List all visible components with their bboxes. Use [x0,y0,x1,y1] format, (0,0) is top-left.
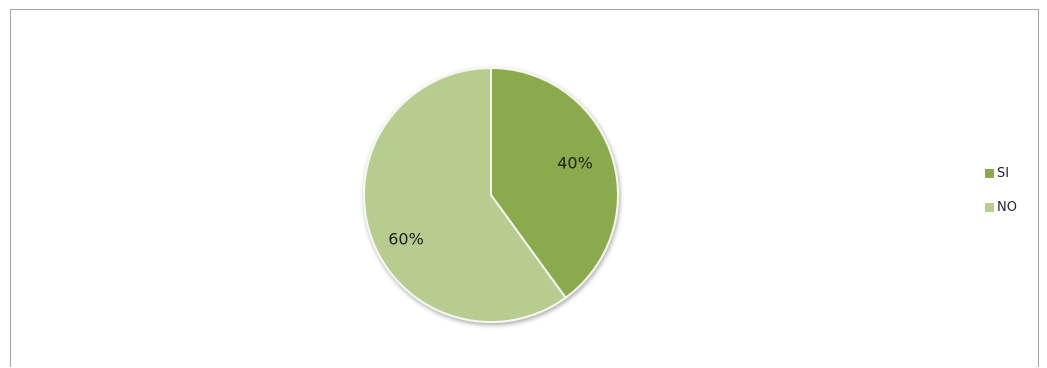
legend-item-si: SI [985,163,1017,183]
data-label-si: 40% [557,154,593,173]
pie-slices [363,66,619,323]
legend-label-si: SI [997,165,1010,181]
pie-data-labels: 40% 60% [388,154,593,249]
data-label-no: 60% [388,230,424,249]
legend-swatch-si [985,168,994,178]
legend-item-no: NO [985,197,1017,217]
pie-slice-si [490,66,619,300]
pie-slice-no [363,66,568,323]
legend-swatch-no [985,202,994,212]
legend: SI NO [985,163,1017,231]
legend-label-no: NO [997,199,1017,215]
